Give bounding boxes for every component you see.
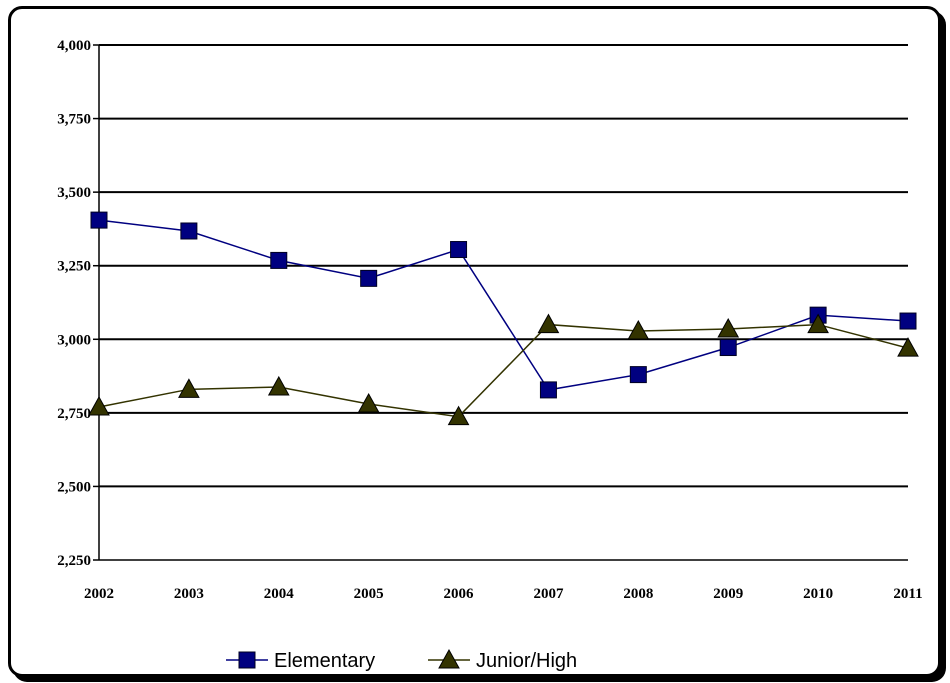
x-tick-label: 2005	[354, 586, 384, 602]
legend-label-elementary: Elementary	[274, 650, 375, 672]
y-tick-label: 3,250	[57, 259, 91, 275]
x-tick-label: 2006	[444, 586, 475, 602]
y-tick-label: 2,500	[57, 479, 91, 495]
data-point-elementary	[899, 312, 917, 330]
data-point-junior-high	[178, 378, 200, 398]
data-point-junior-high	[807, 313, 829, 334]
legend-marker-junior-high	[438, 648, 460, 669]
y-tick-label: 2,250	[57, 553, 91, 569]
data-point-junior-high	[357, 392, 380, 413]
series-layer	[88, 211, 919, 426]
x-tick-label: 2004	[264, 586, 295, 602]
data-point-junior-high	[627, 320, 650, 340]
legend: Elementary Junior/High	[226, 648, 577, 672]
series-line-junior-high	[98, 323, 909, 418]
x-tick-label: 2010	[803, 586, 833, 602]
data-point-elementary	[629, 366, 647, 384]
y-tick-label: 4,000	[57, 38, 91, 54]
x-tick-label: 2003	[174, 586, 204, 602]
axes	[98, 45, 908, 561]
data-point-elementary	[270, 251, 288, 269]
data-point-junior-high	[267, 375, 290, 396]
x-axis-ticks: 2002 2003 2004 2005 2006 2007 2008 2009 2010 2011	[84, 586, 923, 602]
data-point-junior-high	[537, 313, 560, 334]
y-tick-label: 3,750	[57, 112, 91, 128]
legend-marker-elementary	[238, 651, 256, 669]
data-point-junior-high	[717, 317, 740, 338]
data-point-elementary	[539, 381, 557, 399]
y-tick-label: 3,000	[57, 332, 91, 348]
legend-label-junior-high: Junior/High	[476, 650, 577, 672]
data-point-elementary	[719, 339, 737, 357]
data-point-elementary	[180, 222, 198, 240]
data-point-elementary	[90, 211, 108, 229]
y-tick-label: 2,750	[57, 406, 91, 422]
gridlines	[99, 44, 908, 488]
data-point-junior-high	[88, 395, 110, 416]
x-tick-label: 2009	[713, 586, 743, 602]
y-tick-label: 3,500	[57, 185, 91, 201]
data-point-elementary	[450, 241, 468, 259]
x-tick-label: 2007	[533, 586, 564, 602]
data-point-junior-high	[447, 405, 470, 426]
x-tick-label: 2002	[84, 586, 114, 602]
x-tick-label: 2008	[623, 586, 653, 602]
data-point-elementary	[360, 269, 378, 287]
y-axis-ticks: 2,250 2,500 2,750 3,000 3,250 3,500 3,750 4,000	[57, 38, 99, 569]
x-tick-label: 2011	[893, 586, 922, 602]
series-line-elementary	[98, 219, 909, 391]
data-point-junior-high	[897, 337, 919, 357]
